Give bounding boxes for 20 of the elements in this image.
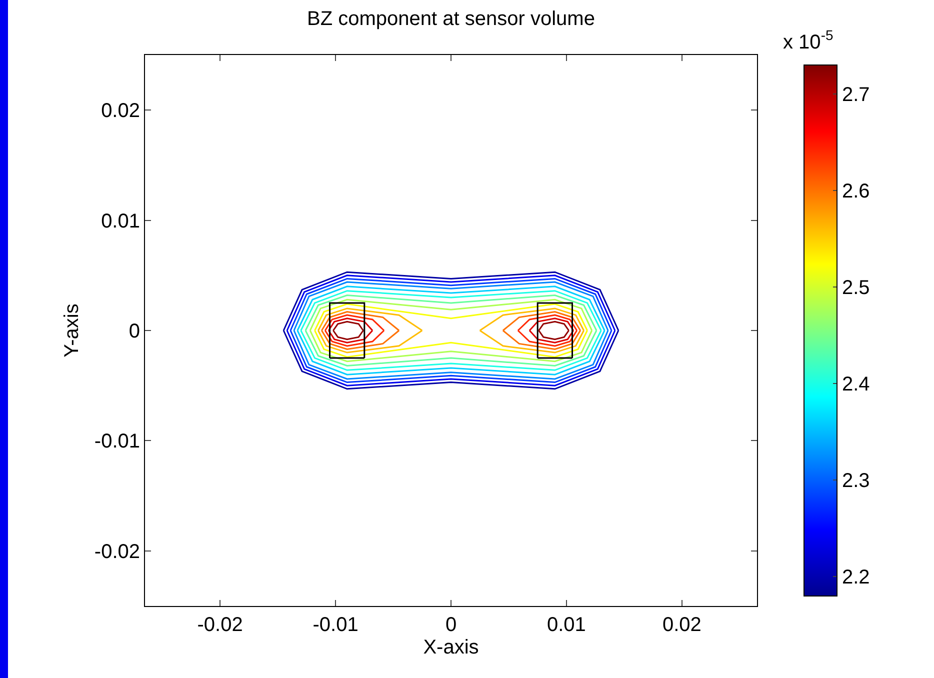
y-tick-label: -0.01 <box>94 430 140 453</box>
x-tick-label: 0 <box>445 614 457 636</box>
color-bar-label: 2.4 <box>842 374 870 396</box>
color-bar-label: 2.7 <box>842 84 870 106</box>
y-tick-label: 0 <box>128 320 140 342</box>
y-tick-label: 0.01 <box>101 210 140 232</box>
x-tick-label: -0.01 <box>312 614 358 636</box>
y-tick-label: 0.02 <box>101 100 140 122</box>
x-tick-label: 0.02 <box>662 614 702 636</box>
x-tick-label: -0.02 <box>197 614 243 636</box>
x-tick-label: 0.01 <box>547 614 586 636</box>
color-bar-label: 2.5 <box>842 277 870 300</box>
y-axis-title: Y-axis <box>60 304 83 358</box>
x-axis-title: X-axis <box>423 636 479 658</box>
chart-title: BZ component at sensor volume <box>307 8 595 30</box>
text: x 10$^{-5}$ <box>783 27 834 54</box>
color-bar-label: 2.3 <box>842 470 870 492</box>
y-tick-label: -0.02 <box>94 540 140 563</box>
color-bar-label: 2.6 <box>842 180 870 203</box>
color-bar-label: 2.2 <box>842 566 870 589</box>
